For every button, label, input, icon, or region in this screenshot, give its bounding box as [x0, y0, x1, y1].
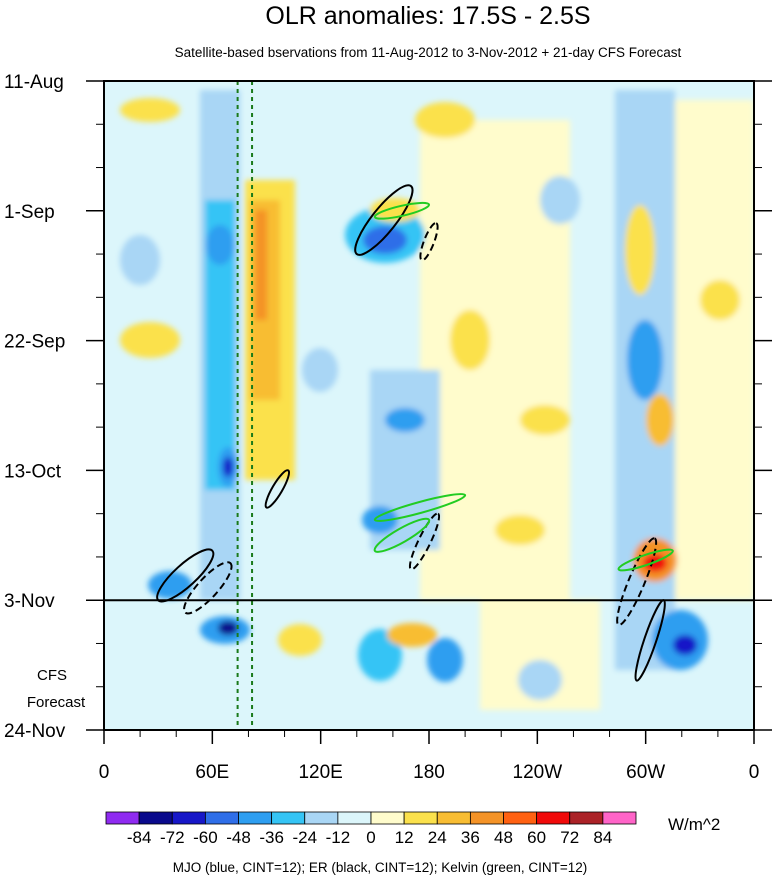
chart-subtitle: Satellite-based bservations from 11-Aug-… [175, 45, 682, 60]
legend-level: 60 [527, 828, 546, 847]
anomaly-region [358, 629, 402, 681]
x-tick-label: 60E [195, 762, 229, 783]
legend-level: 12 [395, 828, 414, 847]
x-axis: 0 60E 120E 180 120W 60W 0 [99, 730, 760, 783]
anomaly-region [520, 405, 570, 435]
legend-swatch [271, 811, 306, 825]
legend-swatch [337, 811, 372, 825]
anomaly-region [540, 176, 580, 224]
anomaly-region [385, 408, 425, 432]
anomaly-region [627, 320, 663, 400]
er-contour [408, 512, 441, 571]
kelvin-contour [373, 493, 467, 522]
er-contour [264, 469, 290, 509]
legend-level: 72 [560, 828, 579, 847]
anomaly-region [255, 210, 267, 320]
anomaly-region [518, 660, 562, 700]
legend-swatch [204, 811, 239, 825]
anomaly-region [223, 457, 233, 477]
y-tick-label: 11-Aug [4, 72, 64, 93]
legend-level: -84 [127, 828, 152, 847]
kelvin-contour [617, 548, 674, 572]
anomaly-region [625, 205, 655, 295]
kelvin-contour [373, 517, 431, 553]
anomaly-region [495, 515, 545, 545]
anomaly-region [427, 638, 463, 682]
legend-swatch [370, 811, 405, 825]
y-tick-label: 13-Oct [4, 461, 62, 482]
x-tick-label: 0 [749, 762, 760, 783]
anomaly-field [120, 90, 754, 710]
er-contour [419, 222, 439, 262]
anomaly-region [302, 348, 338, 392]
anomaly-region [450, 310, 490, 370]
anomaly-region [206, 225, 234, 265]
colorbar-legend: -84 -72 -60 -48 -36 -24 -12 0 12 24 36 48 60 72 84 [105, 811, 637, 847]
legend-level: 24 [428, 828, 447, 847]
forecast-label-line1: CFS [37, 667, 67, 684]
legend-swatch [403, 811, 438, 825]
anomaly-region [415, 102, 475, 138]
legend-swatch [304, 811, 339, 825]
anomaly-region [362, 506, 398, 534]
legend-swatch [503, 811, 538, 825]
legend-swatch [469, 811, 504, 825]
chart-title: OLR anomalies: 17.5S - 2.5S [265, 2, 590, 30]
anomaly-region [120, 322, 180, 358]
anomaly-region [646, 394, 674, 446]
anomaly-region [120, 235, 160, 285]
legend-swatch [105, 811, 140, 825]
legend-swatch [536, 811, 571, 825]
legend-level: 0 [366, 828, 375, 847]
forecast-label-line2: Forecast [27, 694, 86, 711]
legend-level: 48 [494, 828, 513, 847]
anomaly-region [700, 280, 740, 320]
legend-swatch [569, 811, 604, 825]
kelvin-contour [373, 201, 431, 220]
legend-level: -72 [160, 828, 185, 847]
legend-level: -12 [326, 828, 351, 847]
anomaly-region [670, 100, 754, 600]
y-tick-label: 1-Sep [4, 202, 55, 223]
x-tick-label: 60W [626, 762, 665, 783]
anomaly-region [278, 624, 322, 656]
anomaly-region [218, 621, 238, 635]
y-tick-label: 24-Nov [4, 721, 66, 742]
legend-level: -48 [226, 828, 251, 847]
y-tick-label: 22-Sep [4, 332, 65, 353]
anomaly-region [120, 98, 180, 122]
anomaly-region [673, 635, 697, 655]
chart-footer: MJO (blue, CINT=12); ER (black, CINT=12)… [173, 860, 588, 875]
x-tick-label: 0 [99, 762, 110, 783]
er-contour [616, 537, 658, 627]
er-contour [183, 561, 233, 615]
legend-level: -24 [292, 828, 317, 847]
plot-area [104, 81, 754, 730]
legend-level: 84 [593, 828, 612, 847]
legend-swatch [238, 811, 273, 825]
legend-unit: W/m^2 [668, 815, 720, 834]
x-tick-label: 180 [413, 762, 445, 783]
x-tick-label: 120W [513, 762, 563, 783]
legend-level: 36 [461, 828, 480, 847]
legend-swatch [436, 811, 471, 825]
y-axis: 11-Aug 1-Sep 22-Sep 13-Oct 3-Nov 24-Nov [4, 72, 772, 742]
y-tick-label: 3-Nov [4, 591, 55, 612]
legend-level: -60 [193, 828, 218, 847]
er-contour [354, 184, 414, 256]
legend-swatch [171, 811, 206, 825]
x-tick-label: 120E [298, 762, 342, 783]
legend-swatch [602, 811, 637, 825]
legend-swatch [138, 811, 173, 825]
anomaly-region [387, 623, 437, 647]
anomaly-region [643, 554, 667, 572]
legend-level: -36 [259, 828, 284, 847]
